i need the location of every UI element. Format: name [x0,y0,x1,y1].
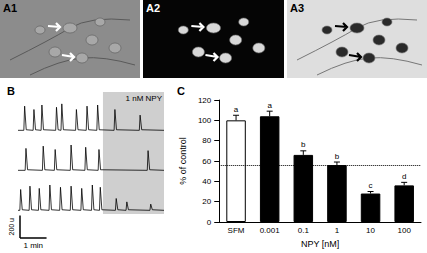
svg-text:NPY [nM]: NPY [nM] [301,239,339,249]
html-text:A1: A1 [3,2,18,14]
svg-text:100: 100 [198,116,212,125]
svg-text:C: C [177,85,185,97]
html-text:A2: A2 [146,2,161,14]
svg-text:40: 40 [202,177,211,186]
svg-text:60: 60 [202,157,211,166]
svg-text:B: B [7,85,15,97]
svg-text:120: 120 [198,96,212,105]
svg-text:d: d [402,172,406,181]
svg-text:% of control: % of control [178,137,188,185]
svg-text:20: 20 [202,197,211,206]
svg-text:b: b [301,140,306,149]
html-text:A3: A3 [290,2,305,14]
svg-text:80: 80 [202,136,211,145]
svg-text:a: a [234,105,239,114]
svg-text:1 nM NPY: 1 nM NPY [126,94,163,103]
svg-text:1 min: 1 min [23,241,43,250]
svg-text:0: 0 [207,218,212,227]
svg-text:SFM: SFM [228,226,245,235]
svg-text:10: 10 [366,226,375,235]
svg-text:a: a [267,101,272,110]
svg-text:1: 1 [335,226,340,235]
svg-text:0.1: 0.1 [298,226,310,235]
svg-text:100: 100 [398,226,412,235]
svg-text:b: b [335,152,340,161]
svg-text:0.001: 0.001 [260,226,281,235]
svg-text:200 u: 200 u [8,218,15,236]
svg-text:c: c [369,181,373,190]
